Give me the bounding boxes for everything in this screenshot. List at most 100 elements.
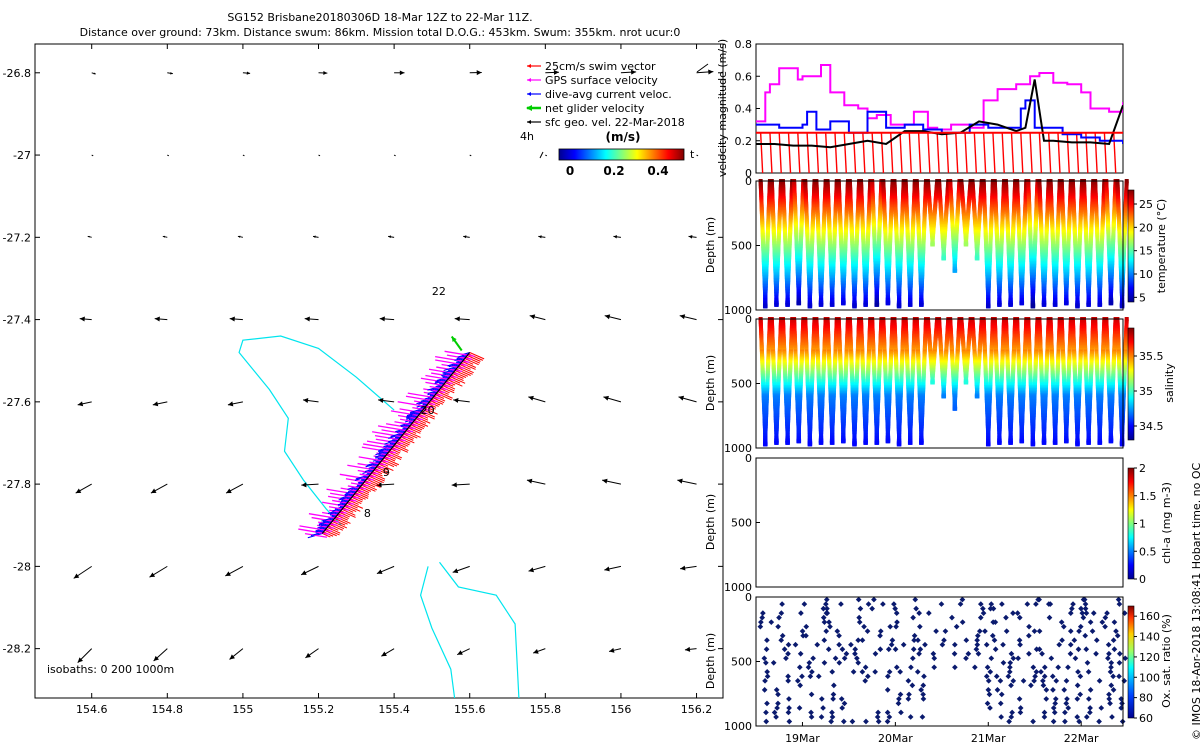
swim-vector [462, 361, 476, 368]
gps-surface-vector [339, 473, 374, 481]
legend-entry-swim: 25cm/s swim vector [527, 60, 656, 73]
legend-geo-arrowhead [527, 120, 531, 124]
profile-dot [997, 302, 1002, 307]
profile-dot [796, 301, 801, 306]
swim-vector [346, 502, 358, 509]
swim-vector [451, 374, 464, 382]
velocity-y-ticks: 00.20.40.60.8 [735, 38, 760, 180]
gps-surface-vector [308, 513, 342, 520]
velocity-y-tick-label: 0.2 [735, 135, 753, 148]
swim-speed-spike [964, 132, 968, 173]
swim-vector [351, 496, 363, 503]
swim-speed-spike [1085, 132, 1089, 173]
swim-vector [373, 469, 383, 475]
swim-vector [366, 478, 380, 486]
geo-velocity-arrow-head [319, 155, 321, 156]
geo-velocity-arrow-head [553, 69, 559, 75]
swim-vector [368, 475, 384, 484]
geo-velocity-arrow-head [394, 155, 396, 156]
profile-dot [762, 304, 767, 309]
legend-swim-arrowhead [527, 64, 531, 68]
swim-speed-spike [1094, 132, 1098, 173]
swim-vector [378, 463, 394, 472]
gps-surface-vector [322, 511, 345, 517]
geo-velocity-arrow-head [470, 155, 472, 156]
geo-velocity-arrow-head [678, 395, 685, 401]
swim-speed-spike [1103, 132, 1108, 173]
swim-vector [355, 492, 369, 499]
edge-arrow-icon [696, 63, 709, 73]
geo-velocity-arrow-head [452, 568, 459, 574]
dive-avg-vector [447, 367, 458, 371]
swim-vector [457, 367, 473, 375]
day-label: 22 [432, 285, 446, 298]
profile-dot [1052, 302, 1057, 307]
swim-vector [400, 436, 415, 444]
swim-vector [424, 407, 438, 415]
swim-vector [449, 376, 466, 384]
geo-velocity-arrow-head [528, 567, 535, 573]
swim-vector [371, 472, 386, 480]
geo-velocity-arrow-head [680, 565, 686, 571]
swim-speed-spike [871, 132, 875, 173]
map-x-tick-label: 155.8 [530, 703, 562, 716]
swim-vector [327, 526, 341, 534]
profile-dot [1063, 301, 1068, 306]
swim-vector [416, 416, 431, 424]
day-label: 8 [364, 507, 371, 520]
map-y-tick-label: -26.8 [3, 67, 31, 80]
profile-dot [874, 302, 879, 307]
geo-velocity-arrow-head [684, 646, 691, 652]
gps-surface-vector [405, 395, 438, 403]
swim-speed-spike [787, 132, 792, 173]
gps-surface-vector [322, 501, 352, 508]
swim-speed-spike [843, 132, 847, 173]
legend-entry-geo: sfc geo. vel. 22-Mar-2018 [527, 116, 685, 129]
map-y-tick-label: -27.8 [3, 478, 31, 491]
map-y-tick-label: -28 [13, 560, 31, 573]
swim-vector [363, 481, 376, 488]
colorbar-right-label: t [690, 148, 695, 161]
swim-speed-spike [899, 132, 903, 173]
geo-velocity-arrow-head [602, 478, 608, 484]
swim-vector [441, 386, 455, 394]
swim-speed-spike [824, 132, 829, 173]
colorbar-left-label: 4h [520, 130, 534, 143]
gps-surface-vector [304, 532, 328, 538]
swim-vector [453, 371, 467, 378]
geo-velocity-arrow-head [170, 72, 173, 75]
geo-velocity-arrow-head [476, 70, 482, 76]
swim-vector [358, 487, 370, 494]
gps-surface-vector [412, 406, 431, 412]
profile-dot [1030, 304, 1035, 309]
gps-surface-vector [399, 418, 421, 424]
geo-velocity-arrow-head [92, 155, 94, 156]
swim-speed-spike [852, 132, 857, 173]
profile-dot [785, 302, 790, 307]
gps-surface-vector [298, 528, 330, 535]
dive-avg-vector [442, 373, 453, 378]
geo-velocity-arrow-head [529, 314, 536, 320]
profile-dot [840, 301, 845, 306]
gps-surface-vector [318, 521, 337, 526]
swim-speed-spike [778, 132, 782, 173]
legend-entry-net: net glider velocity [526, 102, 645, 115]
geo-velocity-arrow-head [150, 488, 157, 494]
gps-surface-vector [394, 421, 418, 427]
geo-velocity-arrow-head [399, 70, 405, 76]
swim-vector [322, 533, 331, 538]
map-y-tick-label: -28.2 [3, 643, 31, 656]
swim-vector [341, 508, 356, 516]
day-label: 20 [421, 404, 435, 417]
isobath-line [439, 561, 520, 698]
geo-velocity-arrow-head [697, 155, 699, 156]
geo-velocity-arrow-head [73, 573, 80, 579]
swim-speed-spike [1075, 132, 1080, 173]
swim-speed-spike [880, 132, 885, 173]
profile-dot [985, 304, 990, 309]
velocity-y-tick-label: 0.6 [735, 70, 753, 83]
swim-vector [420, 412, 435, 420]
profile-dot [907, 302, 912, 307]
